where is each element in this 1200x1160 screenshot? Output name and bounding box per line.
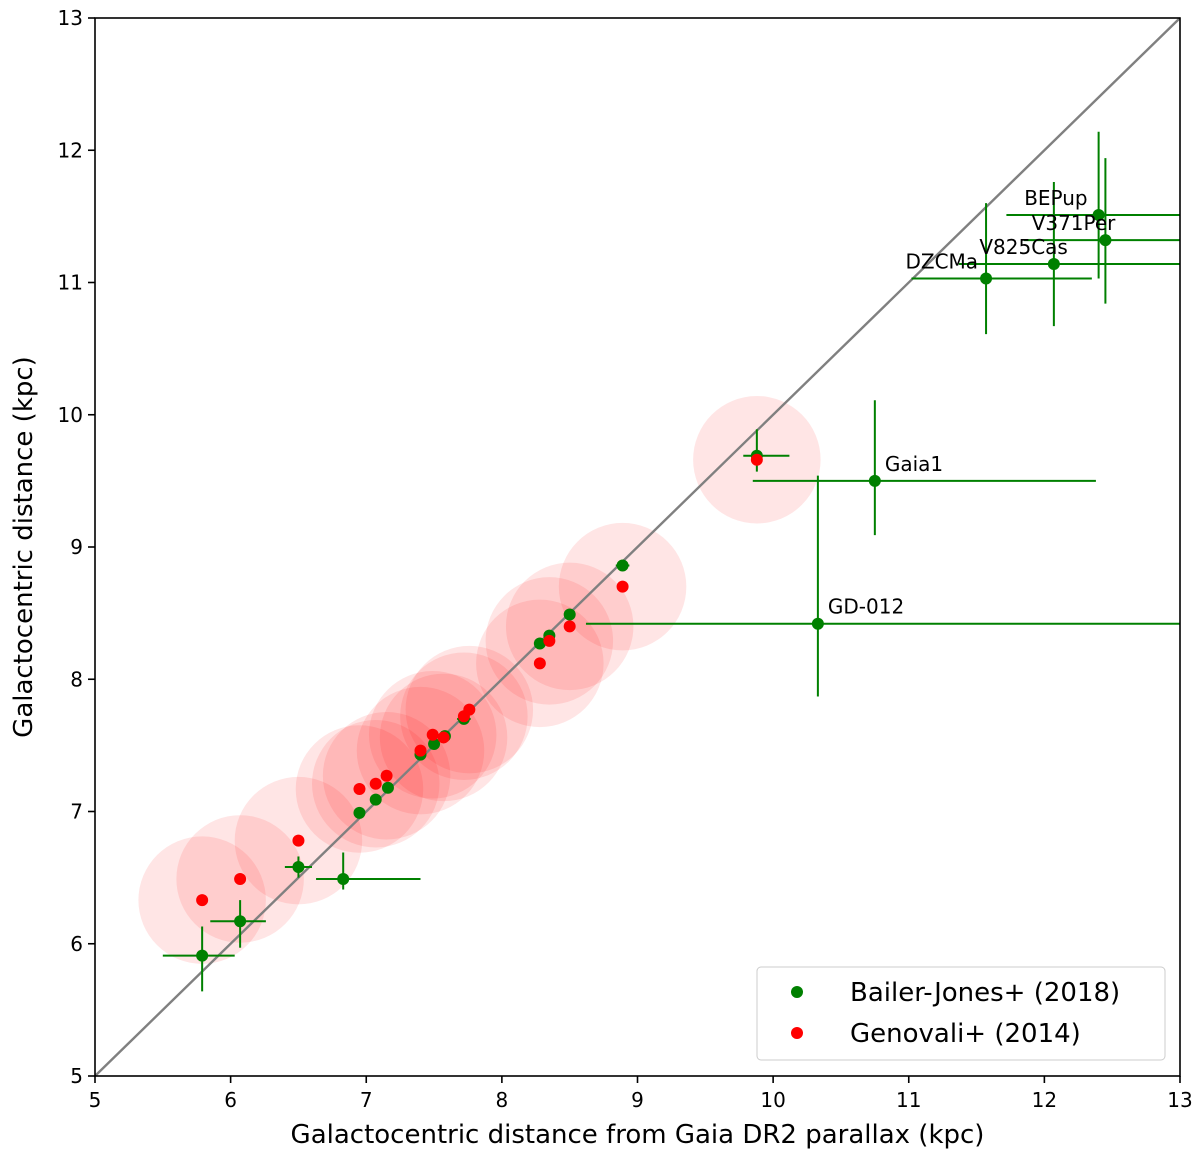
- genovali-point: [414, 744, 427, 757]
- y-tick-label: 12: [58, 138, 83, 162]
- point-label-v825cas: V825Cas: [979, 235, 1068, 259]
- y-tick-label: 10: [58, 403, 83, 427]
- bailer-jones-point: [292, 861, 305, 874]
- y-tick-label: 6: [70, 932, 83, 956]
- bailer-jones-point: [196, 949, 209, 962]
- point-label-gaia1: Gaia1: [885, 452, 943, 476]
- x-tick-label: 12: [1032, 1088, 1057, 1112]
- genovali-point: [292, 834, 305, 847]
- genovali-point: [369, 777, 382, 790]
- x-tick-label: 9: [631, 1088, 644, 1112]
- legend-label-genovali: Genovali+ (2014): [850, 1019, 1081, 1049]
- y-axis-label: Galactocentric distance (kpc): [9, 356, 39, 738]
- x-tick-label: 8: [496, 1088, 509, 1112]
- y-tick-label: 8: [70, 667, 83, 691]
- x-axis-label: Galactocentric distance from Gaia DR2 pa…: [291, 1120, 985, 1150]
- bailer-jones-point: [811, 617, 824, 630]
- bailer-jones-point: [381, 781, 394, 794]
- legend: Bailer-Jones+ (2018) Genovali+ (2014): [756, 966, 1166, 1061]
- bailer-jones-point: [369, 793, 382, 806]
- genovali-point: [750, 453, 763, 466]
- point-label-dzcma: DZCMa: [905, 250, 978, 274]
- genovali-point: [463, 703, 476, 716]
- genovali-point: [353, 783, 366, 796]
- bailer-jones-point: [353, 806, 366, 819]
- reference-line-layer: [94, 17, 1181, 1077]
- genovali-error-circles: [138, 395, 821, 964]
- x-tick-label: 13: [1167, 1088, 1192, 1112]
- genovali-point: [426, 728, 439, 741]
- bailer-jones-point: [337, 872, 350, 885]
- genovali-point: [616, 580, 629, 593]
- x-tick-label: 5: [89, 1088, 102, 1112]
- x-tick-label: 7: [360, 1088, 373, 1112]
- axis-ticks: 5 6 7 8 9 10 11 12 13 5 6 7 8 9 10 11 12 13: [58, 6, 1193, 1112]
- y-tick-label: 7: [70, 800, 83, 824]
- y-tick-label: 9: [70, 535, 83, 559]
- legend-box: [756, 966, 1166, 1061]
- legend-marker-genovali: [791, 1027, 803, 1039]
- bailer-jones-point: [234, 915, 247, 928]
- y-tick-label: 5: [70, 1064, 83, 1088]
- bailer-jones-point: [1092, 209, 1105, 222]
- x-tick-label: 11: [896, 1088, 921, 1112]
- genovali-point: [196, 894, 209, 907]
- genovali-point: [533, 657, 546, 670]
- genovali-point: [543, 634, 556, 647]
- genovali-point: [563, 620, 576, 633]
- data-points: [196, 209, 1112, 962]
- bailer-jones-point: [616, 559, 629, 572]
- bailer-jones-point: [533, 637, 546, 650]
- y-tick-label: 11: [58, 271, 83, 295]
- point-label-v371per: V371Per: [1032, 211, 1117, 235]
- bailer-jones-point: [428, 738, 441, 751]
- y-tick-label: 13: [58, 6, 83, 30]
- point-label-gd-012: GD-012: [828, 595, 904, 619]
- bailer-jones-point: [868, 474, 881, 487]
- bailer-jones-point: [980, 272, 993, 285]
- bailer-jones-point: [1099, 234, 1112, 247]
- x-tick-label: 6: [224, 1088, 237, 1112]
- genovali-point: [437, 731, 450, 744]
- genovali-point: [234, 872, 247, 885]
- one-to-one-line: [94, 17, 1181, 1077]
- bailer-jones-point: [1047, 257, 1060, 270]
- x-tick-label: 10: [760, 1088, 785, 1112]
- genovali-point: [380, 769, 393, 782]
- point-label-bepup: BEPup: [1024, 186, 1087, 210]
- legend-label-bailer-jones: Bailer-Jones+ (2018): [850, 978, 1120, 1008]
- legend-marker-bailer-jones: [791, 986, 803, 998]
- bailer-jones-point: [563, 608, 576, 621]
